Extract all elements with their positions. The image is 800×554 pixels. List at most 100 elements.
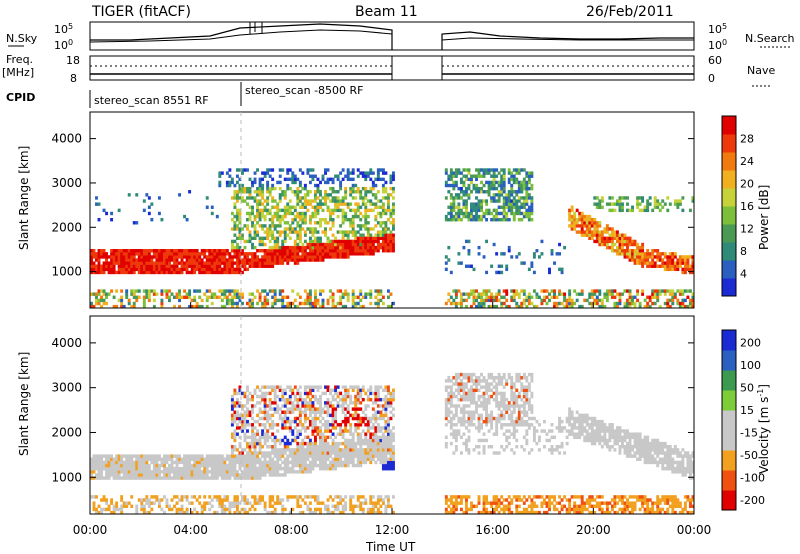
velocity-cell [371,413,375,418]
power-cell [341,252,345,256]
velocity-cell [228,504,232,509]
velocity-cell [371,445,375,449]
power-cell [162,258,166,262]
power-cell [545,295,549,299]
velocity-cell [248,470,252,474]
power-cell [258,258,262,262]
power-cell [470,289,473,293]
velocity-cell [168,454,171,458]
power-cell [92,304,96,309]
power-cell [381,242,385,247]
velocity-cell [346,441,350,446]
power-cell [205,295,209,299]
velocity-cell [233,470,237,474]
velocity-cell [369,507,373,512]
power-cell [374,202,378,206]
power-cell [188,258,192,262]
power-cell [185,252,189,256]
velocity-cell [256,454,260,458]
power-cell [341,292,345,296]
power-cell [386,193,390,197]
velocity-cell [379,429,383,433]
power-cell [588,230,592,234]
power-cell [230,267,234,272]
power-cell [316,186,320,191]
velocity-cell [336,507,340,512]
power-cell [618,298,622,303]
velocity-cell [311,385,315,389]
velocity-cell [198,460,202,465]
velocity-cell [283,441,287,446]
power-cell [238,258,242,262]
velocity-cell [281,454,285,458]
power-cell [366,252,370,256]
velocity-cell [351,388,355,393]
power-cell [319,217,322,222]
velocity-cell [95,463,98,468]
power-cell [467,217,471,222]
velocity-cell [376,426,380,430]
power-cell [308,217,312,222]
power-cell [346,242,350,247]
velocity-cell [306,391,310,396]
velocity-cell [331,432,335,436]
velocity-cell [303,416,307,421]
power-cell [510,289,514,293]
power-cell [233,252,237,256]
power-cell [369,202,373,206]
velocity-cell [301,451,305,455]
power-cell [281,289,285,293]
velocity-cell [324,410,327,414]
velocity-cell [253,419,257,424]
velocity-cell [341,410,345,414]
power-cell [120,255,124,259]
velocity-cell [321,391,325,396]
power-cell [349,221,353,225]
power-cell [130,261,134,265]
power-cell [324,171,327,175]
power-cell [127,193,131,197]
power-cell [263,301,267,306]
power-cell [500,295,504,299]
power-cell [482,211,486,216]
power-cell [165,267,169,272]
power-cell [281,242,285,247]
power-cell [507,304,511,309]
power-cell [487,211,491,216]
beam-label: Beam 11 [355,4,418,20]
power-cell [452,298,456,303]
velocity-cell [359,441,363,446]
velocity-cell [150,476,154,480]
velocity-cell [142,507,146,512]
velocity-cell [371,423,375,427]
velocity-cell [263,416,267,421]
power-cell [233,183,237,188]
power-cell [485,295,489,299]
power-cell [515,211,519,216]
velocity-cell [238,501,242,505]
power-cell [170,264,174,268]
power-cell [641,292,645,296]
power-cell [522,214,526,219]
power-cell [215,258,219,262]
power-cell [329,252,332,256]
power-cell [477,190,481,194]
power-cell [311,255,315,259]
velocity-cell [344,391,348,396]
velocity-cell [160,463,164,468]
power-cell [530,217,534,222]
velocity-cell [150,457,154,461]
freq-panel [89,55,695,81]
power-cell [485,217,489,222]
power-cell [495,252,499,256]
power-cell [223,261,227,265]
power-cell [598,289,602,293]
power-cell [480,180,483,185]
velocity-cell [341,454,345,458]
velocity-cell [281,388,285,393]
power-cell [283,239,287,244]
power-cell [686,264,690,268]
power-cell [590,301,594,306]
power-cell [517,211,521,216]
power-cell [273,239,277,244]
